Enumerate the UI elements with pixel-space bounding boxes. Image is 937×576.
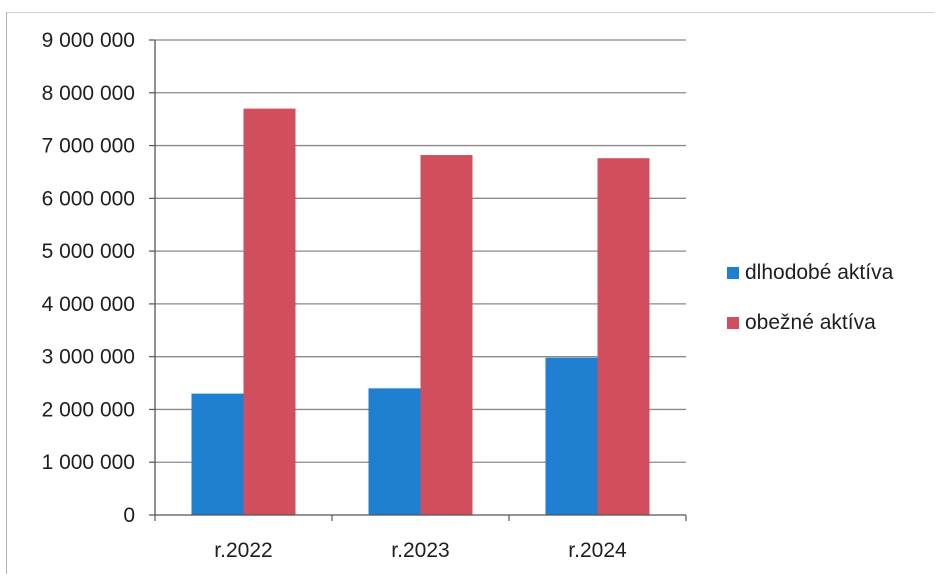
bar-dlhodobe-aktiva-r.2023 <box>368 388 421 515</box>
chart-frame <box>6 12 934 574</box>
y-tick-label: 8 000 000 <box>42 82 135 105</box>
y-tick-label: 1 000 000 <box>42 451 135 474</box>
y-tick-label: 3 000 000 <box>42 346 135 369</box>
bar-obezne-aktiva-r.2023 <box>420 155 473 516</box>
x-tick-label: r.2024 <box>568 539 627 562</box>
legend-label: obežné aktíva <box>745 311 876 334</box>
y-tick-label: 2 000 000 <box>42 398 135 421</box>
legend-label: dlhodobé aktíva <box>745 261 894 284</box>
y-tick-label: 4 000 000 <box>42 293 135 316</box>
y-tick-label: 7 000 000 <box>42 135 135 158</box>
axes <box>149 39 687 521</box>
legend-swatch <box>727 317 739 329</box>
y-tick-labels: 0 1 000 000 2 000 000 3 000 000 4 000 000 5 0… <box>42 29 135 527</box>
legend: dlhodobé aktíva obežné aktíva <box>727 261 894 334</box>
x-tick-label: r.2023 <box>391 539 449 562</box>
legend-swatch <box>727 267 739 279</box>
bar-dlhodobe-aktiva-r.2024 <box>545 357 598 515</box>
bar-obezne-aktiva-r.2022 <box>243 108 296 515</box>
bar-obezne-aktiva-r.2024 <box>597 158 650 515</box>
bar-dlhodobe-aktiva-r.2022 <box>191 393 244 515</box>
x-tick-labels: r.2022 r.2023 r.2024 <box>214 539 627 562</box>
y-tick-label: 0 <box>123 504 135 527</box>
x-tick-label: r.2022 <box>214 539 272 562</box>
y-tick-label: 5 000 000 <box>42 240 135 263</box>
y-tick-label: 9 000 000 <box>42 29 135 52</box>
y-tick-label: 6 000 000 <box>42 187 135 210</box>
bars <box>191 108 650 516</box>
